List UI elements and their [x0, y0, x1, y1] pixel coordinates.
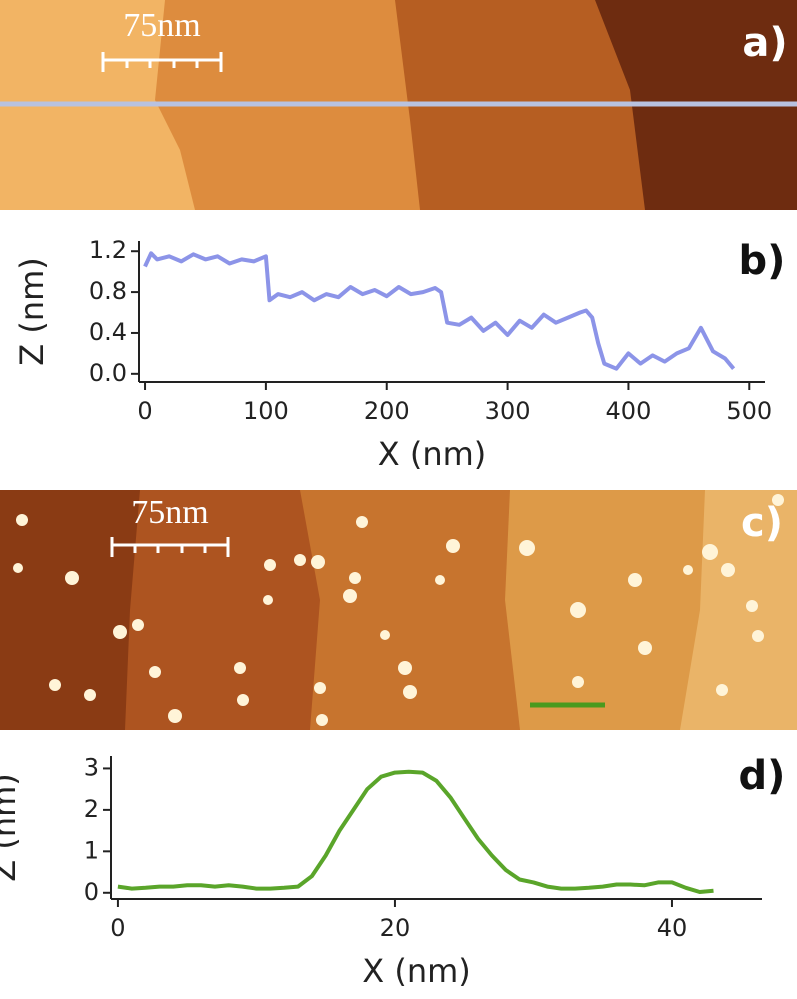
panel-label: b) — [739, 238, 786, 284]
scale-bar-label: 75nm — [123, 7, 200, 44]
x-axis-title: X (nm) — [362, 952, 471, 990]
x-tick-label: 400 — [606, 397, 652, 425]
x-tick-label: 0 — [110, 914, 125, 942]
panel-label: d) — [739, 753, 786, 799]
scale-bar-label: 75nm — [131, 494, 208, 531]
x-tick-label: 20 — [380, 914, 411, 942]
data-line — [143, 251, 736, 371]
y-tick-label: 1 — [84, 836, 99, 864]
y-axis-title: Z (nm) — [0, 773, 23, 882]
x-tick-label: 40 — [657, 914, 688, 942]
x-tick-label: 500 — [726, 397, 772, 425]
y-tick-label: 3 — [84, 753, 99, 781]
stm-image-a: 75nm a) — [0, 0, 797, 210]
x-tick-label: 0 — [137, 397, 152, 425]
y-tick-label: 0 — [84, 878, 99, 906]
y-axis-title: Z (nm) — [13, 257, 51, 366]
x-axis-title: X (nm) — [378, 435, 487, 473]
y-tick-label: 0.8 — [89, 277, 127, 305]
x-tick-label: 300 — [485, 397, 531, 425]
y-tick-label: 0.0 — [89, 359, 127, 387]
panel-label: c) — [741, 500, 783, 546]
x-tick-label: 100 — [243, 397, 289, 425]
y-tick-label: 0.4 — [89, 318, 127, 346]
y-tick-label: 2 — [84, 795, 99, 823]
panel-label: a) — [742, 20, 787, 66]
y-tick-label: 1.2 — [89, 236, 127, 264]
stm-image-c: 75nm c) — [0, 490, 797, 730]
data-line — [117, 769, 714, 894]
x-tick-label: 200 — [364, 397, 410, 425]
